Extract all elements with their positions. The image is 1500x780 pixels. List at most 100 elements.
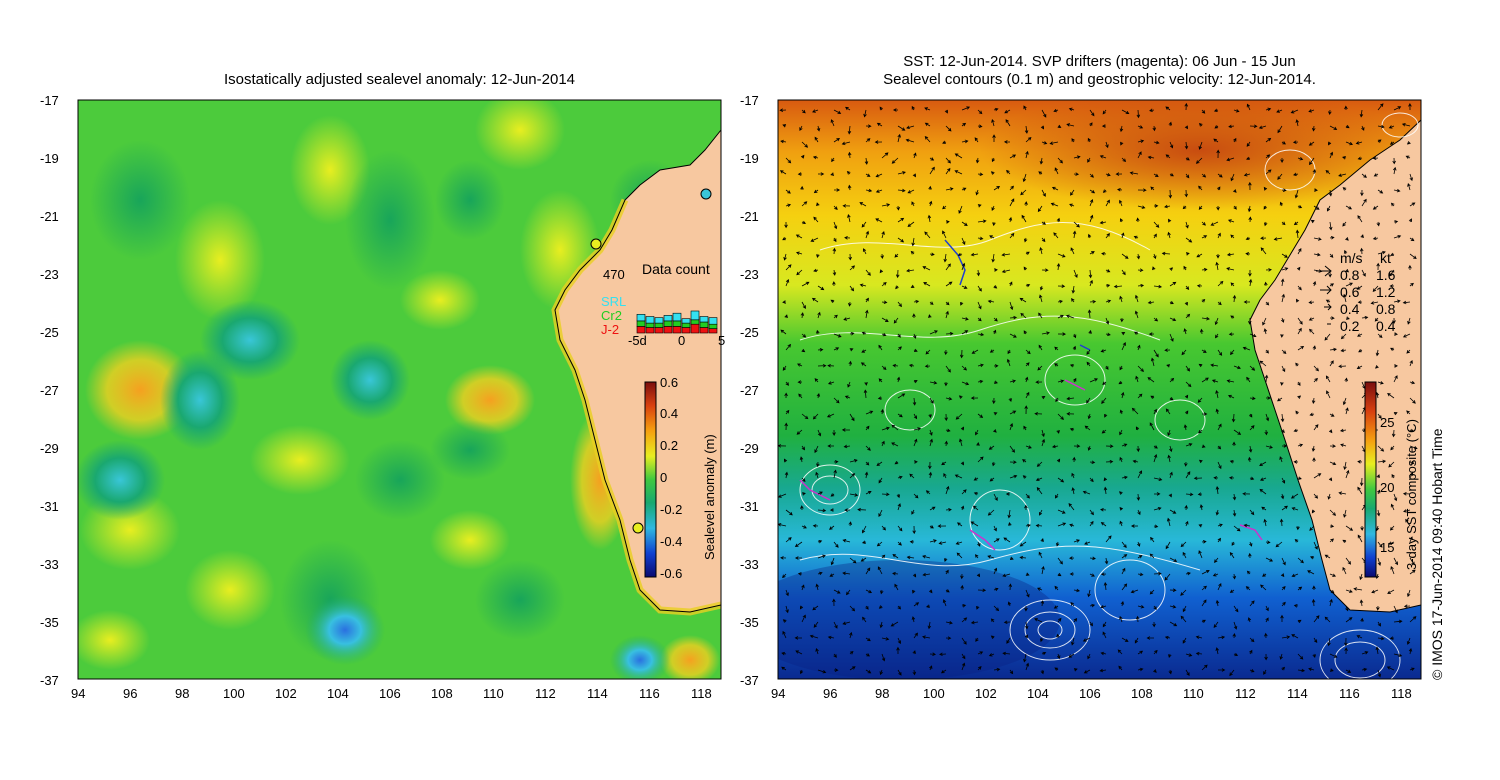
velocity-arrow (1279, 518, 1284, 527)
velocity-arrow (897, 605, 902, 610)
velocity-arrow (1087, 137, 1091, 143)
velocity-arrow (817, 429, 822, 437)
velocity-arrow (1387, 392, 1395, 399)
velocity-arrow (1102, 381, 1107, 385)
velocity-arrow (800, 185, 804, 191)
velocity-arrow (1082, 637, 1091, 642)
velocity-arrow (784, 471, 789, 479)
velocity-arrow (1377, 636, 1385, 641)
velocity-arrow (929, 589, 933, 594)
velocity-arrow (1216, 205, 1220, 211)
velocity-arrow (1089, 214, 1094, 223)
left-cbar-tick: 0.4 (660, 406, 679, 421)
velocity-arrow (1297, 317, 1303, 325)
velocity-arrow (1377, 621, 1382, 627)
velocity-arrow (1054, 363, 1059, 367)
velocity-arrow (1073, 668, 1078, 672)
velocity-arrow (909, 540, 915, 544)
left-x-tick: 110 (483, 686, 504, 701)
velocity-arrow (849, 459, 858, 463)
velocity-arrow (1041, 651, 1047, 656)
velocity-arrow (801, 348, 806, 353)
velocity-arrow (1025, 136, 1032, 143)
velocity-arrow (1201, 298, 1206, 303)
inset-bar-srl (663, 315, 673, 322)
velocity-arrow (1089, 109, 1095, 117)
velocity-arrow (1361, 651, 1369, 655)
velocity-arrow (1313, 473, 1322, 479)
velocity-arrow (1009, 198, 1015, 207)
velocity-arrow (942, 230, 947, 239)
velocity-arrow (782, 619, 787, 623)
velocity-arrow (780, 329, 787, 335)
velocity-arrow (960, 461, 964, 466)
velocity-arrow (1057, 314, 1064, 319)
inset-title: Data count (642, 261, 710, 277)
velocity-arrow (1165, 408, 1171, 415)
velocity-arrow (925, 490, 931, 495)
velocity-arrow (1280, 413, 1285, 423)
velocity-arrow (1034, 618, 1043, 623)
velocity-arrow (1361, 445, 1366, 453)
velocity-arrow (945, 310, 949, 319)
left-x-tick: 96 (123, 686, 138, 701)
velocity-arrow (913, 460, 918, 464)
velocity-arrow (924, 107, 931, 111)
velocity-arrow (956, 522, 963, 527)
velocity-arrow (1100, 349, 1107, 353)
left-x-tick: 106 (379, 686, 401, 701)
velocity-arrow (1132, 459, 1139, 464)
velocity-arrow (1295, 362, 1299, 367)
velocity-arrow (1119, 520, 1123, 527)
velocity-arrow (891, 442, 899, 447)
velocity-arrow (906, 268, 915, 273)
velocity-arrow (800, 505, 804, 511)
velocity-arrow (970, 396, 979, 400)
velocity-arrow (1246, 570, 1251, 575)
velocity-arrow (1152, 621, 1156, 628)
velocity-arrow (830, 172, 835, 176)
velocity-arrow (1360, 617, 1364, 623)
velocity-arrow (1071, 297, 1075, 303)
velocity-arrow (1357, 486, 1363, 495)
velocity-arrow (1087, 309, 1092, 319)
velocity-arrow (1389, 141, 1395, 145)
velocity-arrow (1102, 621, 1107, 628)
velocity-arrow (1264, 429, 1268, 436)
velocity-arrow (1099, 220, 1107, 225)
velocity-arrow (1169, 267, 1174, 271)
velocity-arrow (945, 263, 951, 271)
velocity-arrow (1198, 205, 1203, 210)
velocity-arrow (1215, 599, 1220, 607)
velocity-arrow (1089, 251, 1095, 255)
velocity-arrow (897, 525, 903, 532)
velocity-arrow (865, 309, 869, 319)
left-cbar-tick: 0.2 (660, 438, 679, 453)
velocity-arrow (1024, 621, 1029, 630)
velocity-arrow (1329, 413, 1335, 417)
velocity-arrow (897, 637, 902, 645)
velocity-arrow (848, 301, 852, 307)
velocity-arrow (845, 106, 851, 111)
velocity-arrow (1342, 187, 1347, 191)
velocity-arrow (1184, 504, 1188, 511)
velocity-arrow (1025, 362, 1030, 367)
velocity-arrow (1232, 441, 1236, 447)
velocity-arrow (1345, 141, 1354, 146)
velocity-arrow (1036, 461, 1043, 467)
velocity-arrow (785, 157, 792, 164)
velocity-arrow (954, 474, 963, 479)
left-cbar-tick: -0.6 (660, 566, 683, 581)
velocity-arrow (897, 237, 905, 243)
velocity-arrow (816, 202, 820, 207)
velocity-arrow (780, 139, 787, 144)
velocity-arrow (970, 521, 979, 527)
velocity-arrow (892, 108, 899, 112)
velocity-arrow (831, 157, 835, 163)
velocity-arrow (977, 109, 983, 115)
velocity-arrow (987, 299, 995, 304)
velocity-arrow (1357, 156, 1363, 161)
velocity-arrow (865, 269, 871, 276)
velocity-arrow (1054, 346, 1059, 351)
velocity-arrow (1134, 637, 1139, 644)
